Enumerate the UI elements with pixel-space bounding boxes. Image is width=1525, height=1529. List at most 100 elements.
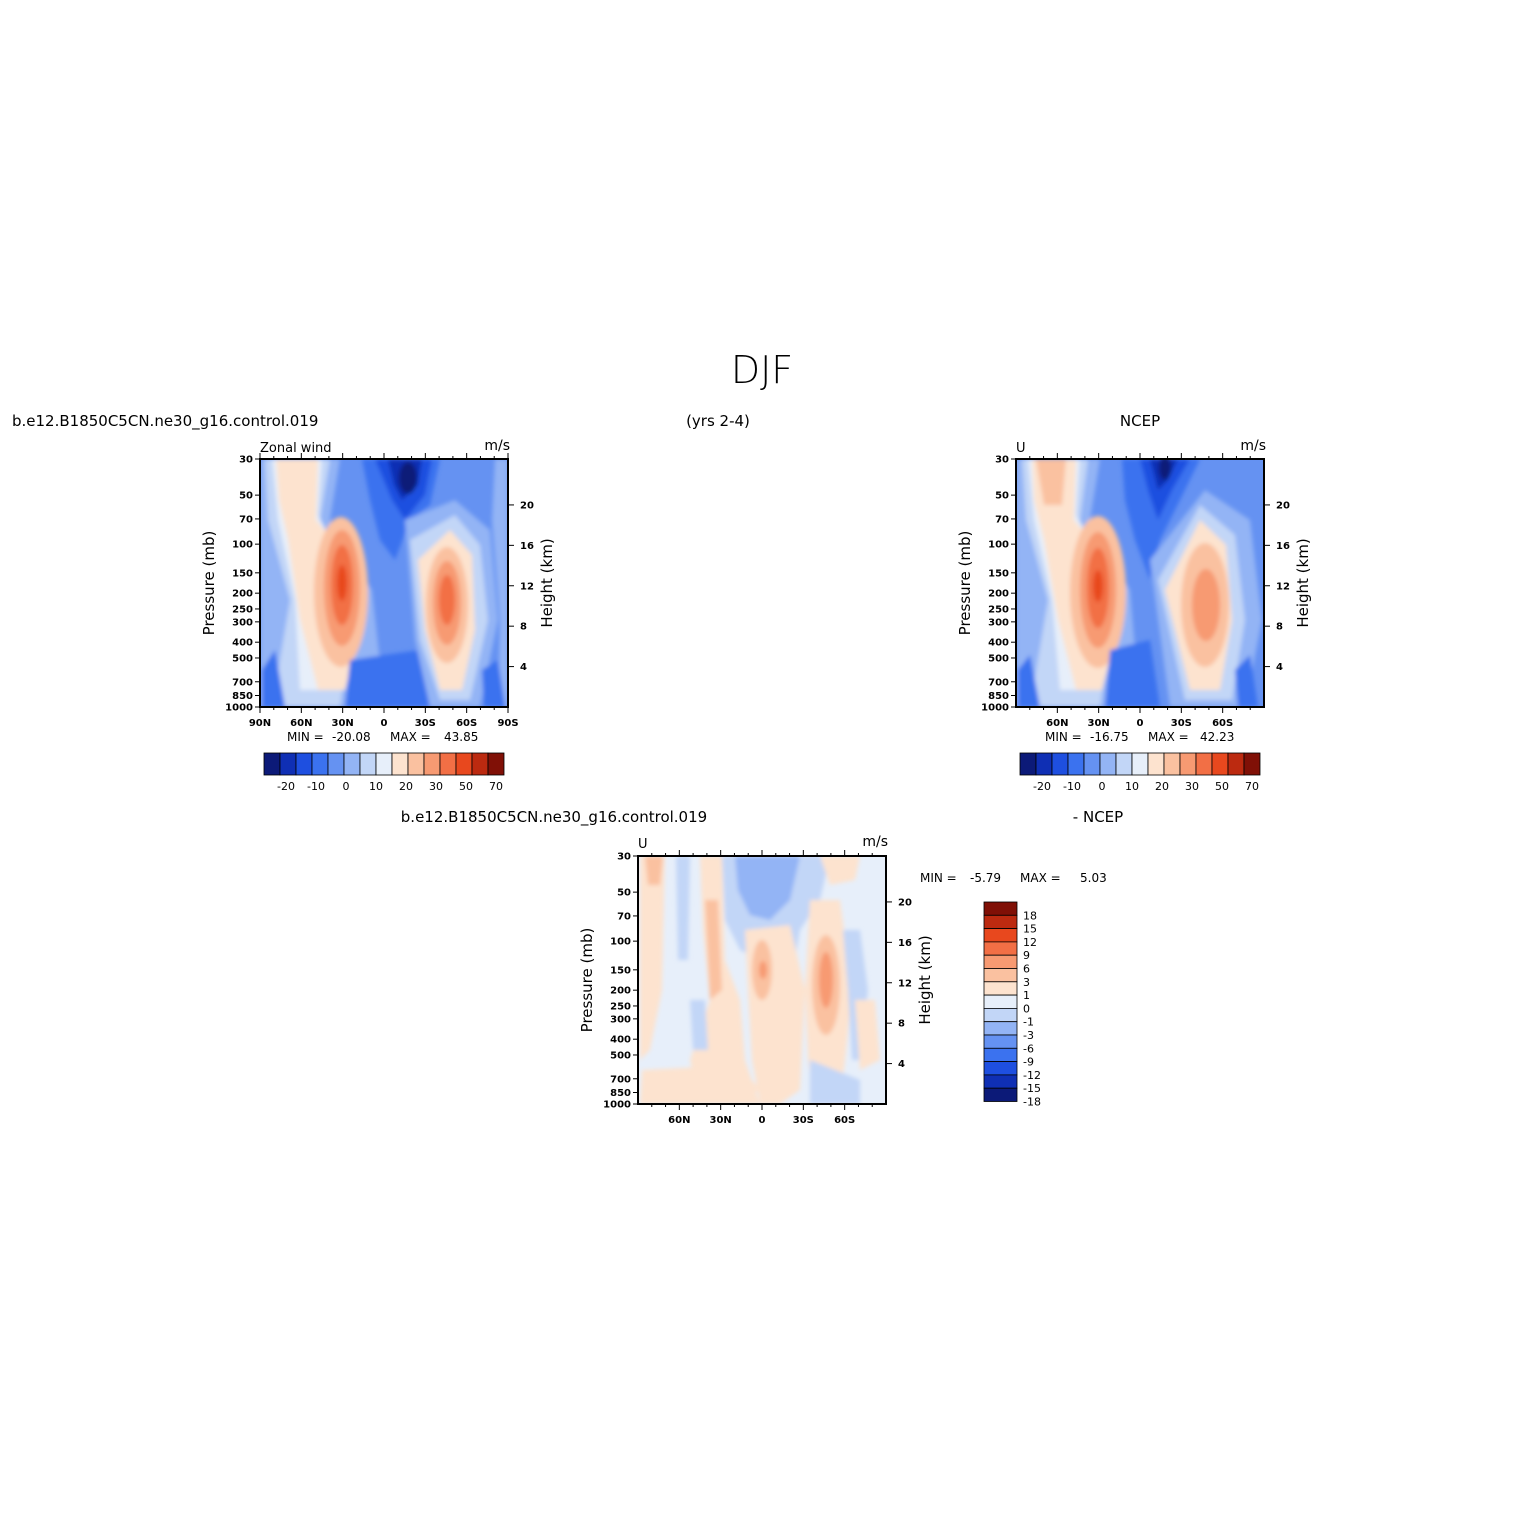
panel-ncep-min-label: MIN = [1045,730,1082,744]
y-axis-right-label: Height (km) [538,538,556,627]
pressure-tick-label: 50 [995,491,1009,502]
colorbar-box [983,1087,1018,1102]
colorbar-box [1147,752,1165,776]
colorbar-box [1131,752,1149,776]
y-axis-label: Pressure (mb) [200,531,218,636]
colorbar-box [1019,752,1037,776]
pressure-tick-label: 30 [617,852,631,863]
colorbar-box [1195,752,1213,776]
pressure-tick-label: 250 [610,1001,631,1012]
height-tick-label: 4 [520,662,527,673]
height-tick-label: 12 [898,978,912,989]
pressure-tick-label: 300 [610,1014,631,1025]
height-tick-label: 4 [1276,662,1283,673]
height-tick-label: 4 [898,1059,905,1070]
colorbar-label: 70 [489,780,503,793]
colorbar-label: -6 [1023,1042,1034,1055]
colorbar-box [423,752,441,776]
lat-tick-label: 60N [668,1115,690,1126]
panel-diff: U m/s [578,834,1107,1126]
pressure-tick-label: 850 [610,1088,631,1099]
colorbar-box [1179,752,1197,776]
panel-model-max-label: MAX = [390,730,431,744]
colorbar-box [279,752,297,776]
pressure-tick-label: 70 [995,514,1009,525]
panel-ncep-title: U [1016,441,1026,456]
pressure-tick-label: 1000 [603,1100,631,1111]
colorbar-box [983,1008,1018,1023]
colorbar-label: 18 [1023,909,1037,922]
colorbar-box [1115,752,1133,776]
colorbar-label: -20 [1033,780,1051,793]
colorbar-box [439,752,457,776]
colorbar-box [983,954,1018,969]
lat-tick-label: 30S [1171,718,1192,729]
colorbar-box [1227,752,1245,776]
y-axis-label: Pressure (mb) [578,928,596,1033]
colorbar-box [327,752,345,776]
height-tick-label: 12 [1276,581,1290,592]
colorbar-box [1067,752,1085,776]
pressure-tick-label: 150 [988,568,1009,579]
colorbar-label: 6 [1023,963,1030,976]
lat-tick-label: 30S [415,718,436,729]
colorbar-box [359,752,377,776]
panel-ncep-max: 42.23 [1200,730,1234,744]
colorbar-box [391,752,409,776]
height-tick-label: 16 [1276,541,1290,552]
panel-ncep: U m/s [956,438,1312,793]
pressure-tick-label: 70 [239,514,253,525]
lat-tick-label: 90N [249,718,271,729]
pressure-tick-label: 50 [617,888,631,899]
colorbar-label: -18 [1023,1096,1041,1109]
colorbar-box [343,752,361,776]
pressure-tick-label: 100 [988,540,1009,551]
panel-model-min: -20.08 [332,730,371,744]
colorbar-label: -3 [1023,1029,1034,1042]
colorbar-label: 0 [1099,780,1106,793]
lat-tick-label: 0 [381,718,388,729]
panel-model-field [260,459,508,707]
pressure-tick-label: 100 [610,937,631,948]
pressure-tick-label: 50 [239,491,253,502]
pressure-tick-label: 300 [232,617,253,628]
pressure-tick-label: 700 [610,1074,631,1085]
panel-model-axes: 305070100150200250300400500700850100090N… [200,453,556,729]
pressure-tick-label: 1000 [981,703,1009,714]
pressure-tick-label: 250 [232,604,253,615]
pressure-tick-label: 1000 [225,703,253,714]
pressure-tick-label: 400 [610,1035,631,1046]
lat-tick-label: 30N [710,1115,732,1126]
pressure-tick-label: 70 [617,911,631,922]
panel-diff-min: -5.79 [970,871,1001,885]
colorbar-label: 20 [399,780,413,793]
lat-tick-label: 60S [1212,718,1233,729]
height-tick-label: 20 [520,500,534,511]
panel-diff-field [638,856,886,1104]
lat-tick-label: 90S [497,718,518,729]
colorbar-label: -10 [1063,780,1081,793]
pressure-tick-label: 200 [610,986,631,997]
lat-tick-label: 60N [1046,718,1068,729]
colorbar-box [983,994,1018,1009]
case-diff-label: b.e12.B1850C5CN.ne30_g16.control.019 [401,808,707,827]
panel-model: Zonal wind m/s [200,438,556,793]
colorbar-box [983,968,1018,983]
colorbar-label: 30 [429,780,443,793]
colorbar-box [311,752,329,776]
colorbar-label: 50 [459,780,473,793]
colorbar-label: -10 [307,780,325,793]
panel-diff-title: U [638,837,648,852]
lat-tick-label: 60N [290,718,312,729]
colorbar-box [295,752,313,776]
colorbar-box [1099,752,1117,776]
colorbar-box [983,914,1018,929]
pressure-tick-label: 150 [610,965,631,976]
colorbar-label: 70 [1245,780,1259,793]
colorbar-box [1051,752,1069,776]
colorbar-label: 10 [1125,780,1139,793]
colorbar-box [263,752,281,776]
height-tick-label: 16 [520,541,534,552]
colorbar-box [1083,752,1101,776]
colorbar-box [983,928,1018,943]
